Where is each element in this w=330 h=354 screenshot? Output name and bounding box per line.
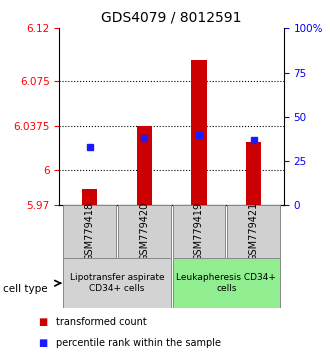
Text: ■: ■ [38, 317, 48, 327]
Bar [118, 205, 171, 258]
Text: Leukapheresis CD34+
cells: Leukapheresis CD34+ cells [177, 274, 276, 293]
Text: GSM779419: GSM779419 [194, 202, 204, 262]
Text: ■: ■ [38, 338, 48, 348]
Text: Lipotransfer aspirate
CD34+ cells: Lipotransfer aspirate CD34+ cells [70, 274, 164, 293]
Bar [246, 142, 261, 205]
Text: GSM779420: GSM779420 [139, 202, 149, 262]
Bar [173, 205, 225, 258]
Bar [137, 126, 152, 205]
Bar [173, 258, 280, 308]
Title: GDS4079 / 8012591: GDS4079 / 8012591 [101, 10, 242, 24]
Text: cell type: cell type [3, 284, 48, 293]
Bar [82, 189, 97, 205]
Bar [63, 205, 116, 258]
Text: GSM779421: GSM779421 [249, 202, 259, 262]
Bar [227, 205, 280, 258]
Bar [63, 258, 171, 308]
Text: GSM779418: GSM779418 [84, 202, 94, 262]
Text: transformed count: transformed count [56, 317, 147, 327]
Text: percentile rank within the sample: percentile rank within the sample [56, 338, 221, 348]
Bar [191, 60, 207, 205]
